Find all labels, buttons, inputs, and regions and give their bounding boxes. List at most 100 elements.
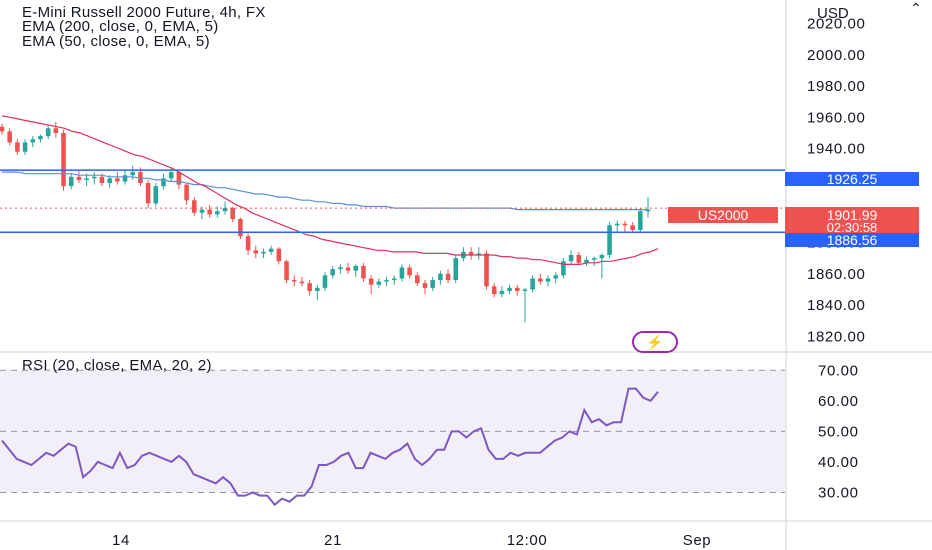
candle (245, 233, 251, 256)
candle (238, 217, 243, 240)
currency-label[interactable]: USD (817, 5, 849, 22)
candle-body (253, 250, 259, 254)
candle (538, 273, 543, 285)
candle-body (491, 286, 497, 295)
overlay-layer (0, 115, 785, 265)
price-tick-label: 1960.00 (807, 109, 865, 126)
candle-body (453, 258, 459, 281)
ema200-legend[interactable]: EMA (200, close, 0, EMA, 5) (22, 18, 219, 35)
rsi-line (1, 387, 659, 507)
candle (284, 259, 289, 284)
candle (253, 245, 259, 259)
candle (445, 269, 451, 284)
candle-body (391, 278, 397, 281)
candle (568, 250, 574, 265)
candle (0, 123, 5, 135)
candle (614, 220, 620, 232)
candle-body (215, 211, 220, 215)
candle (299, 276, 305, 287)
upper-level-tag: 1926.25 (785, 172, 919, 186)
candle-body (630, 225, 635, 230)
candle (68, 173, 74, 190)
candle-body (384, 280, 389, 282)
candle-body (530, 278, 535, 290)
chevron-up-icon[interactable]: ⌃ (910, 0, 922, 16)
candle (291, 275, 297, 287)
candle (599, 253, 605, 279)
candle-body (268, 248, 274, 252)
candle-body (315, 287, 320, 291)
candle-body (99, 176, 105, 184)
candle-body (468, 251, 474, 256)
candle-body (245, 236, 251, 251)
candle-body (53, 128, 59, 133)
candle-body (591, 258, 597, 260)
rsi-legend[interactable]: RSI (20, close, EMA, 20, 2) (22, 357, 212, 374)
candle (361, 262, 366, 282)
ema50-legend[interactable]: EMA (50, close, 0, EMA, 5) (22, 33, 210, 50)
candle (368, 275, 374, 295)
candle-body (399, 267, 405, 279)
rsi-tick-label: 30.00 (818, 485, 859, 502)
candle-body (284, 261, 289, 281)
candle-body (107, 178, 112, 184)
candle (499, 286, 505, 298)
rsi-tick-label: 50.00 (818, 423, 859, 440)
candle (261, 248, 266, 259)
candle (561, 258, 566, 279)
candle-body (507, 287, 512, 291)
candle (53, 122, 59, 138)
candle-body (161, 178, 166, 187)
axis-layer[interactable]: 2020.002000.001980.001960.001940.001920.… (112, 15, 865, 549)
candle (399, 264, 405, 282)
last-price-tag: 1901.99 (785, 207, 919, 223)
candle (61, 129, 66, 191)
ema200-line (2, 171, 648, 211)
candle (391, 275, 397, 285)
candle-body (638, 211, 643, 230)
candle (230, 206, 235, 223)
candle-body (168, 172, 174, 179)
chart-title[interactable]: E-Mini Russell 2000 Future, 4h, FX (22, 4, 266, 21)
candle (330, 265, 335, 279)
candle-body (199, 209, 205, 213)
symbol-tag: US2000 (668, 207, 778, 223)
price-tick-label: 1820.00 (807, 328, 865, 345)
time-tick-label: Sep (683, 532, 712, 549)
candle (422, 280, 428, 295)
candle-body (38, 136, 43, 140)
candle-body (84, 178, 89, 180)
candle-body (130, 172, 136, 176)
candle-body (368, 278, 374, 285)
countdown-tag: 02:30:58 (785, 221, 919, 234)
candle-body (353, 265, 359, 271)
candle-body (476, 253, 482, 256)
candle-body (361, 265, 366, 279)
candle (38, 134, 43, 143)
candle (199, 206, 205, 220)
candle-body (599, 255, 605, 259)
candle (384, 276, 389, 287)
candle (584, 256, 589, 266)
candle-body (261, 251, 266, 254)
candle-body (299, 281, 305, 284)
candle-body (584, 259, 589, 263)
candle (122, 170, 128, 185)
candle (15, 139, 20, 155)
candle-body (238, 219, 243, 237)
candle (115, 172, 120, 185)
candle (638, 208, 643, 234)
candle-body (553, 275, 558, 279)
candle (522, 287, 528, 323)
candle-body (330, 269, 335, 276)
candle (338, 264, 343, 274)
lightning-bolt-icon[interactable]: ⚡ (632, 331, 678, 353)
candle-body (430, 280, 435, 288)
candle-body (22, 142, 28, 152)
candle (345, 262, 351, 274)
candle-body (338, 267, 343, 270)
rsi-pane[interactable] (0, 369, 785, 507)
candle-body (445, 273, 451, 281)
candle (92, 172, 97, 185)
